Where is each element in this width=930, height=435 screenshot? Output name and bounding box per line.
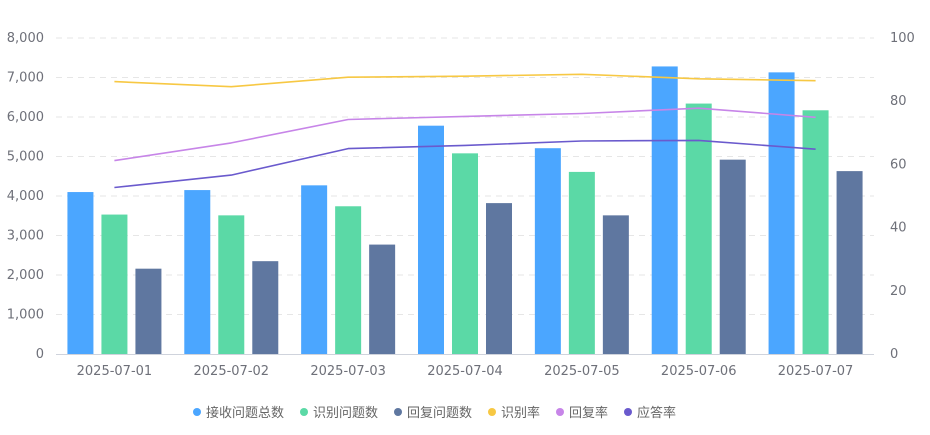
legend-marker xyxy=(624,408,632,416)
bar xyxy=(534,148,561,354)
bar xyxy=(802,110,829,354)
y-right-tick-label: 20 xyxy=(890,284,907,299)
legend-label: 接收问题总数 xyxy=(206,405,284,421)
y-left-tick-label: 1,000 xyxy=(7,308,44,323)
bar xyxy=(836,171,863,354)
bar xyxy=(218,215,245,354)
y-right-tick-label: 40 xyxy=(890,221,907,236)
bar xyxy=(301,185,328,354)
series-line xyxy=(114,107,816,162)
bar xyxy=(651,66,678,354)
y-left-tick-label: 4,000 xyxy=(7,189,44,204)
x-tick-label: 2025-07-03 xyxy=(310,364,386,379)
bar xyxy=(67,192,94,354)
legend-marker xyxy=(488,408,496,416)
x-tick-label: 2025-07-07 xyxy=(778,364,854,379)
y-left-tick-label: 6,000 xyxy=(7,110,44,125)
x-tick-label: 2025-07-04 xyxy=(427,364,503,379)
bar xyxy=(369,244,396,354)
bar xyxy=(135,268,162,354)
x-tick-label: 2025-07-06 xyxy=(661,364,737,379)
y-left-tick-label: 5,000 xyxy=(7,150,44,165)
bar xyxy=(568,171,595,354)
y-right-tick-label: 80 xyxy=(890,94,907,109)
y-right-tick-label: 100 xyxy=(890,31,915,46)
bar xyxy=(335,206,362,354)
y-left-tick-label: 7,000 xyxy=(7,71,44,86)
bar xyxy=(184,190,211,354)
series-line xyxy=(114,73,816,88)
series-line xyxy=(114,139,816,189)
x-tick-label: 2025-07-02 xyxy=(194,364,270,379)
bar xyxy=(252,261,279,354)
y-left-tick-label: 0 xyxy=(36,347,44,362)
y-left-tick-label: 8,000 xyxy=(7,31,44,46)
x-tick-label: 2025-07-05 xyxy=(544,364,620,379)
bar xyxy=(768,72,795,355)
legend-marker xyxy=(556,408,564,416)
legend-label: 回复问题数 xyxy=(407,406,472,421)
y-right-tick-label: 0 xyxy=(890,347,898,362)
bar xyxy=(452,153,478,354)
legend-label: 识别率 xyxy=(501,405,540,421)
bar xyxy=(418,125,444,354)
bar xyxy=(486,203,512,354)
legend-marker xyxy=(193,408,201,416)
x-tick-label: 2025-07-01 xyxy=(77,364,153,379)
bar xyxy=(719,159,746,354)
legend-marker xyxy=(300,408,308,416)
legend-label: 识别问题数 xyxy=(313,406,378,421)
legend-label: 回复率 xyxy=(569,405,608,421)
bar xyxy=(602,215,629,354)
y-right-tick-label: 60 xyxy=(890,157,907,172)
legend-label: 应答率 xyxy=(637,405,676,421)
bar xyxy=(101,214,128,354)
y-left-tick-label: 3,000 xyxy=(7,229,44,244)
bar xyxy=(685,103,712,354)
legend-marker xyxy=(394,408,402,416)
y-left-tick-label: 2,000 xyxy=(7,268,44,283)
